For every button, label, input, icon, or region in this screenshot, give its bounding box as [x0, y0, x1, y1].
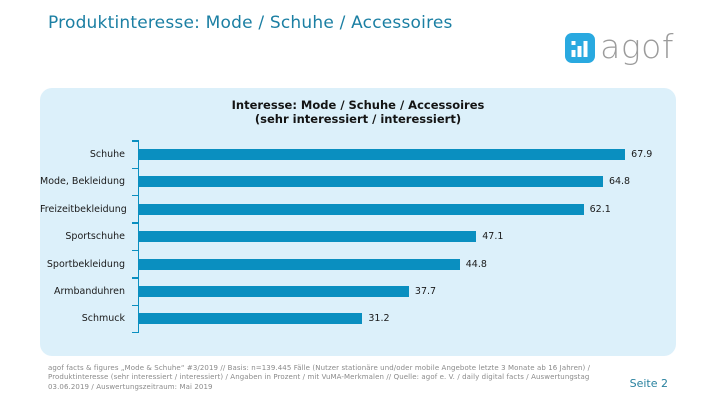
- axis-tick: [132, 167, 139, 169]
- category-label: Sportbekleidung: [46, 258, 125, 270]
- page-number: Seite 2: [629, 377, 668, 390]
- axis-tick: [132, 331, 139, 333]
- plot-area: 47.1: [132, 222, 676, 251]
- category-label: Sportschuhe: [65, 231, 125, 243]
- bar-row: Mode, Bekleidung 64.8: [40, 167, 676, 196]
- bar-chart: Schuhe 67.9 Mode, Bekleidung 64.8 Freizeitbe…: [40, 140, 676, 333]
- plot-area: 37.7: [132, 277, 676, 306]
- axis-tick: [132, 277, 139, 279]
- axis-tick: [132, 222, 139, 224]
- footnote-line: 03.06.2019 / Auswertungszeitraum: Mai 20…: [48, 382, 213, 391]
- axis-tick: [132, 249, 139, 252]
- bar: [139, 148, 626, 160]
- category-label: Freizeitbekleidung: [40, 203, 127, 215]
- value-label: 47.1: [482, 231, 504, 243]
- bar: [139, 176, 603, 188]
- bar: [139, 258, 460, 270]
- logo-wordmark: agof: [600, 27, 674, 66]
- plot-area: 31.2: [132, 304, 676, 333]
- value-label: 62.1: [589, 203, 611, 215]
- agof-logo: agof: [565, 27, 674, 66]
- value-label: 64.8: [608, 176, 631, 188]
- axis-tick: [132, 304, 139, 306]
- plot-area: 67.9: [132, 140, 676, 169]
- axis-tick: [132, 195, 139, 197]
- category-label: Schmuck: [81, 313, 125, 325]
- plot-area: 64.8: [132, 167, 676, 196]
- bar-chart-icon: [565, 33, 596, 63]
- plot-area: 44.8: [132, 249, 676, 278]
- bar: [139, 285, 409, 297]
- value-label: 37.7: [414, 285, 437, 297]
- value-label: 67.9: [631, 148, 653, 160]
- bar-row: Sportschuhe 47.1: [40, 222, 676, 251]
- chart-subtitle: (sehr interessiert / interessiert): [254, 112, 462, 127]
- category-label: Mode, Bekleidung: [40, 176, 126, 188]
- plot-area: 62.1: [132, 195, 676, 223]
- axis-tick: [132, 140, 139, 142]
- bar-row: Sportbekleidung 44.8: [40, 249, 676, 278]
- category-label: Armbanduhren: [54, 285, 125, 297]
- footnote-line: Produktinteresse (sehr interessiert / in…: [48, 373, 590, 382]
- bar-row: Schuhe 67.9: [40, 140, 676, 169]
- chart-panel: Interesse: Mode / Schuhe / Accessoires (…: [40, 88, 676, 356]
- chart-title: Interesse: Mode / Schuhe / Accessoires: [231, 98, 485, 112]
- source-footnote: agof facts & figures „Mode & Schuhe“ #3/…: [48, 364, 613, 392]
- value-label: 44.8: [465, 258, 487, 270]
- page-title: Produktinteresse: Mode / Schuhe / Access…: [48, 13, 453, 33]
- value-label: 31.2: [368, 313, 390, 325]
- bar: [139, 203, 584, 215]
- bar-row: Armbanduhren 37.7: [40, 277, 676, 306]
- bar-row: Freizeitbekleidung 62.1: [40, 195, 676, 223]
- bar: [139, 231, 477, 243]
- chart-title-block: Interesse: Mode / Schuhe / Accessoires (…: [40, 88, 676, 127]
- category-label: Schuhe: [89, 148, 125, 160]
- bar: [139, 313, 363, 325]
- bar-row: Schmuck 31.2: [40, 304, 676, 333]
- footnote-line: agof facts & figures „Mode & Schuhe“ #3/…: [48, 364, 591, 372]
